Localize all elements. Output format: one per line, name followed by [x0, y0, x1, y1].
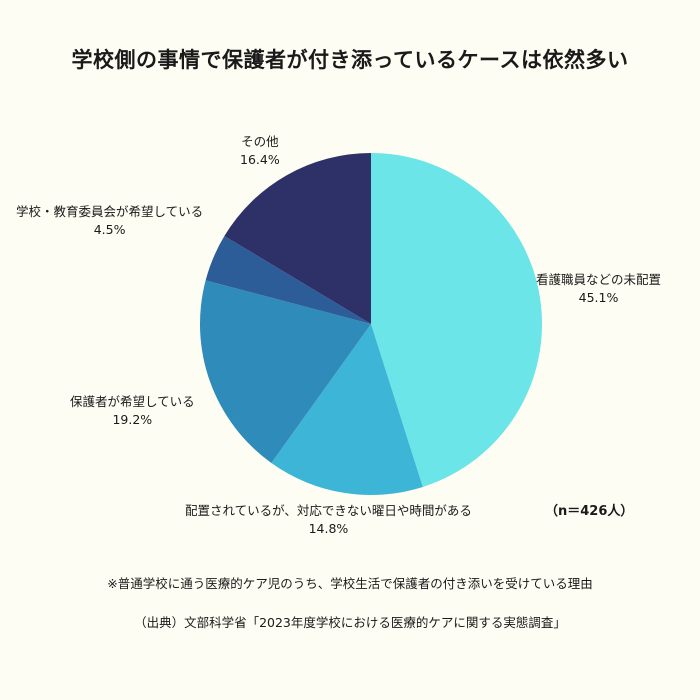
slice-label-other-value: 16.4%: [240, 152, 280, 167]
slice-label-parent-wish: 保護者が希望している 19.2%: [70, 393, 195, 429]
slice-label-unstaffed: 看護職員などの未配置 45.1%: [536, 271, 661, 307]
pie-slice-unstaffed: [371, 152, 543, 487]
pie-slice-school-wish: [205, 236, 371, 324]
slice-label-other-name: その他: [241, 134, 279, 149]
pie-slice-schedule-gap: [271, 324, 423, 496]
slice-label-parent-wish-value: 19.2%: [112, 412, 153, 427]
slice-label-schedule-gap-value: 14.8%: [308, 521, 349, 536]
footnote-note: ※普通学校に通う医療的ケア児のうち、学校生活で保護者の付き添いを受けている理由: [107, 576, 593, 591]
sample-size-note: （n＝426人）: [545, 504, 634, 519]
slice-label-school-wish: 学校・教育委員会が希望している 4.5%: [16, 203, 203, 239]
slice-label-unstaffed-name: 看護職員などの未配置: [536, 272, 662, 287]
chart-title: 学校側の事情で保護者が付き添っているケースは依然多い: [71, 48, 629, 72]
slice-label-school-wish-value: 4.5%: [93, 222, 126, 237]
slice-label-schedule-gap: 配置されているが、対応できない曜日や時間がある 14.8%: [185, 502, 472, 538]
slice-label-schedule-gap-name: 配置されているが、対応できない曜日や時間がある: [185, 503, 472, 518]
slice-label-parent-wish-name: 保護者が希望している: [70, 394, 195, 409]
pie-slice-parent-wish: [199, 280, 371, 463]
pie-slice-other: [224, 152, 371, 324]
slice-label-unstaffed-value: 45.1%: [578, 290, 619, 305]
slice-label-school-wish-name: 学校・教育委員会が希望している: [16, 204, 204, 219]
footnote-source: （出典）文部科学省「2023年度学校における医療的ケアに関する実態調査」: [134, 615, 566, 630]
slice-label-other: その他 16.4%: [240, 133, 280, 169]
